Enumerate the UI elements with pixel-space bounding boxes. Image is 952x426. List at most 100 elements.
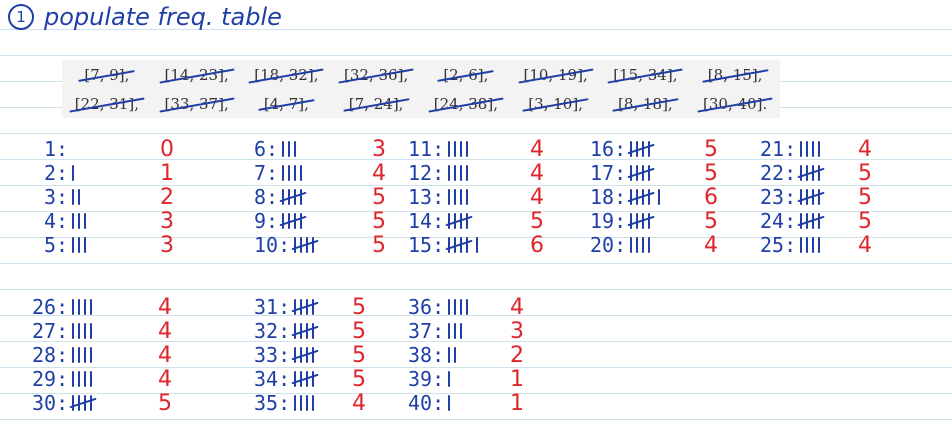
frequency-value: 5 [372,184,386,210]
tally-stroke [300,165,303,181]
tally-stroke [78,213,81,229]
tally-marks [291,370,319,388]
count-row: 28: [32,343,96,367]
tally-stroke [806,237,809,253]
interval-item: [7, 9], [78,66,136,84]
tally-marks [448,298,472,316]
frequency-value: 3 [510,318,524,344]
tally-stroke [460,299,463,315]
count-row: 7: [254,161,306,185]
interval-item: [32, 36], [338,66,414,84]
tally-stroke [282,165,285,181]
count-row: 9: [254,209,307,233]
count-label: 8: [254,185,279,209]
tally-stroke [460,189,463,205]
tally-stroke [312,299,315,315]
count-row: 16: [590,137,655,161]
count-row: 11: [408,137,472,161]
tally-stroke [294,165,297,181]
tally-stroke [84,213,87,229]
tally-stroke [288,141,291,157]
tally-marks [72,322,96,340]
tally-marks [291,298,319,316]
tally-stroke [460,165,463,181]
heading-text: populate freq. table [44,3,282,31]
count-label: 5: [44,233,69,257]
interval-item: [15, 34], [607,66,684,84]
count-label: 15: [408,233,445,257]
count-row: 32: [254,319,319,343]
count-label: 37: [408,319,445,343]
count-row: 38: [408,343,460,367]
tally-stroke [78,323,81,339]
count-label: 25: [760,233,797,257]
frequency-value: 4 [858,232,872,258]
count-label: 18: [590,185,627,209]
count-row: 40: [408,391,454,415]
tally-stroke [818,141,821,157]
tally-stroke [312,371,315,387]
tally-stroke [466,141,469,157]
count-row: 30: [32,391,97,415]
tally-stroke [282,213,285,229]
count-row: 12: [408,161,472,185]
frequency-value: 6 [530,232,544,258]
count-row: 35: [254,391,318,415]
tally-stroke [72,347,75,363]
count-label: 24: [760,209,797,233]
tally-stroke [312,323,315,339]
tally-stroke [78,189,81,205]
count-row: 1: [44,137,72,161]
tally-stroke [800,141,803,157]
tally-stroke [454,165,457,181]
count-label: 35: [254,391,291,415]
tally-stroke [800,237,803,253]
count-label: 16: [590,137,627,161]
tally-stroke [282,141,285,157]
count-row: 18: [590,185,664,209]
tally-stroke [84,371,87,387]
tally-stroke [448,213,451,229]
frequency-value: 3 [160,208,174,234]
tally-stroke [448,141,451,157]
tally-stroke [454,299,457,315]
tally-stroke [294,395,297,411]
count-label: 3: [44,185,69,209]
count-label: 27: [32,319,69,343]
tally-stroke [636,237,639,253]
interval-item: [33, 37], [158,95,235,113]
frequency-value: 4 [158,318,172,344]
count-label: 14: [408,209,445,233]
tally-stroke [294,371,297,387]
tally-marks [445,212,473,230]
tally-stroke [800,213,803,229]
tally-stroke [818,213,821,229]
tally-stroke [800,189,803,205]
count-row: 21: [760,137,824,161]
tally-stroke [648,189,651,205]
tally-stroke [84,237,87,253]
tally-stroke [818,237,821,253]
tally-stroke [294,299,297,315]
tally-marks [627,164,655,182]
frequency-value: 5 [352,318,366,344]
interval-item: [8, 18], [612,95,679,113]
count-label: 9: [254,209,279,233]
count-row: 31: [254,295,319,319]
tally-marks [72,298,96,316]
count-label: 40: [408,391,445,415]
tally-stroke [294,141,297,157]
tally-marks [291,236,319,254]
frequency-value: 2 [160,184,174,210]
tally-marks [72,188,84,206]
tally-stroke [454,189,457,205]
tally-marks [797,212,825,230]
frequency-value: 5 [704,136,718,162]
tally-stroke [630,165,633,181]
frequency-value: 4 [372,160,386,186]
tally-marks [445,236,482,254]
tally-stroke [312,347,315,363]
tally-stroke [282,189,285,205]
count-row: 14: [408,209,473,233]
tally-stroke [806,141,809,157]
